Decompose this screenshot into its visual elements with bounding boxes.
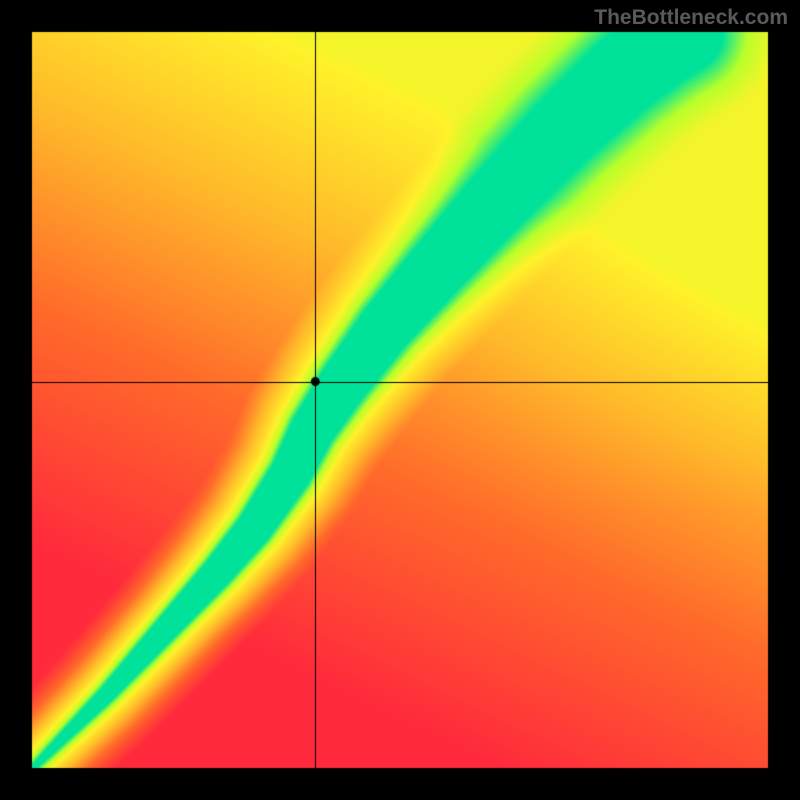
watermark-text: TheBottleneck.com bbox=[594, 6, 788, 30]
heatmap-canvas bbox=[0, 0, 800, 800]
chart-container: { "canvas": { "width": 800, "height": 80… bbox=[0, 0, 800, 800]
